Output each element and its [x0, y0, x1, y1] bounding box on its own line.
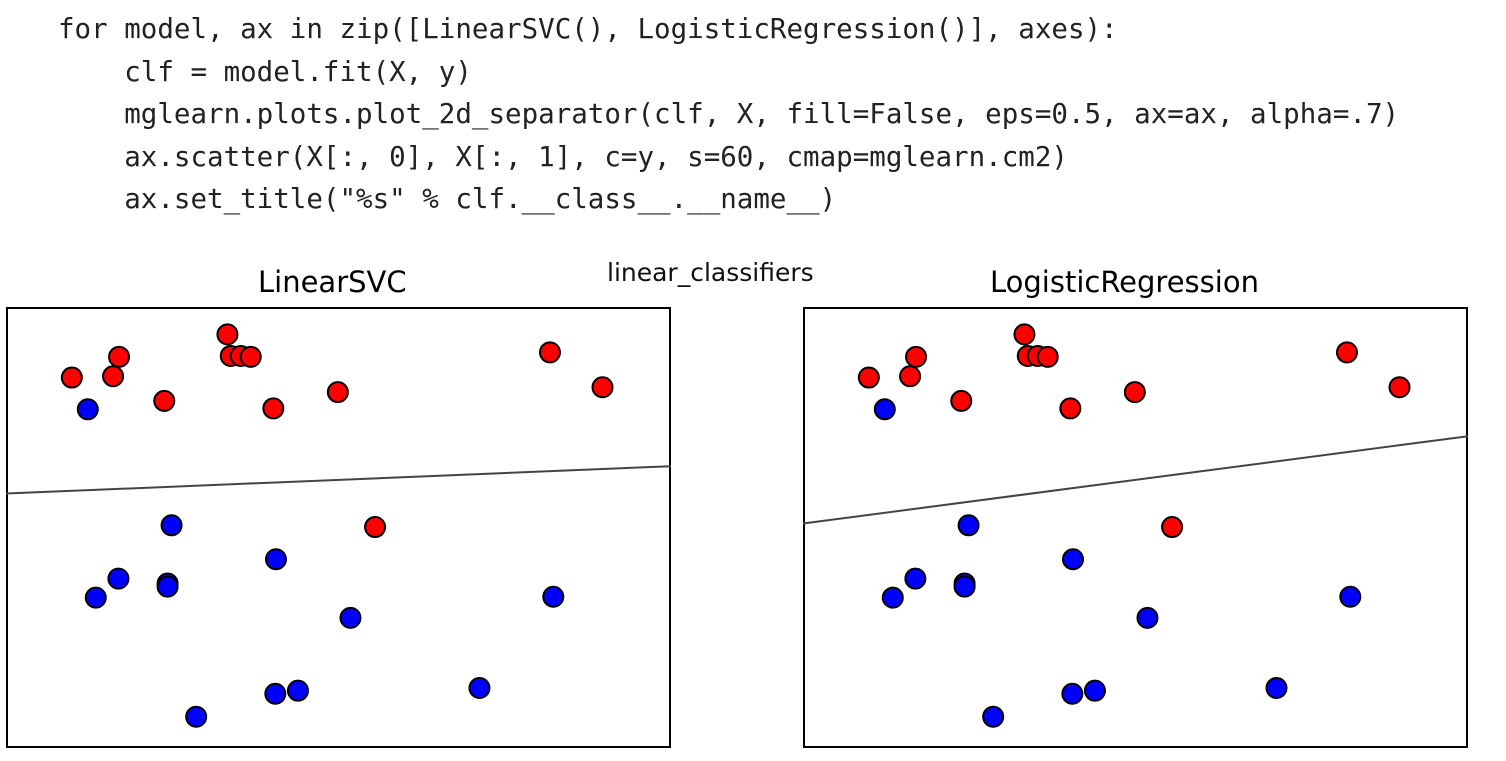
- data-point-class-1: [216, 323, 239, 346]
- code-line: clf = model.fit(X, y): [58, 55, 472, 88]
- data-point-class-0: [286, 679, 309, 702]
- data-point-class-1: [1013, 323, 1036, 346]
- data-point-class-0: [185, 705, 208, 728]
- plot-frame: [803, 307, 1468, 748]
- data-point-class-0: [953, 575, 976, 598]
- figure-label: linear_classifiers: [607, 258, 814, 287]
- data-point-class-1: [538, 341, 561, 364]
- data-point-class-0: [156, 575, 179, 598]
- data-point-class-0: [1061, 682, 1084, 705]
- scatter-plot-linearsvc: [5, 307, 672, 748]
- data-point-class-1: [1123, 381, 1146, 404]
- data-point-class-1: [102, 365, 125, 388]
- data-point-class-0: [1339, 585, 1362, 608]
- data-point-class-0: [76, 398, 99, 421]
- data-point-class-1: [364, 516, 387, 539]
- data-point-class-1: [857, 366, 880, 389]
- data-point-class-0: [264, 682, 287, 705]
- code-block: for model, ax in zip([LinearSVC(), Logis…: [58, 8, 1399, 221]
- data-point-class-0: [84, 586, 107, 609]
- code-line: ax.set_title("%s" % clf.__class__.__name…: [58, 183, 837, 215]
- data-point-class-1: [591, 376, 614, 399]
- data-point-class-0: [107, 567, 130, 590]
- data-point-class-1: [1388, 376, 1411, 399]
- data-point-class-1: [1161, 516, 1184, 539]
- data-point-class-1: [905, 345, 928, 368]
- scatter-plot-logisticregression: [802, 307, 1469, 748]
- data-point-class-0: [339, 606, 362, 629]
- code-line: for model, ax in zip([LinearSVC(), Logis…: [58, 13, 1118, 45]
- data-point-class-0: [264, 548, 287, 571]
- data-point-class-1: [899, 365, 922, 388]
- data-point-class-0: [982, 705, 1005, 728]
- decision-boundary-line: [5, 465, 672, 495]
- data-point-class-0: [1083, 679, 1106, 702]
- data-point-class-0: [1061, 548, 1084, 571]
- data-point-class-0: [468, 677, 491, 700]
- data-point-class-0: [1265, 677, 1288, 700]
- data-point-class-1: [326, 381, 349, 404]
- decision-boundary-line: [802, 435, 1469, 525]
- code-line: ax.scatter(X[:, 0], X[:, 1], c=y, s=60, …: [58, 140, 1068, 173]
- data-point-class-1: [950, 389, 973, 412]
- chart-title-linearsvc: LinearSVC: [258, 265, 407, 299]
- chart-title-logisticregression: LogisticRegression: [990, 265, 1259, 299]
- code-line: mglearn.plots.plot_2d_separator(clf, X, …: [58, 98, 1400, 130]
- data-point-class-1: [1335, 341, 1358, 364]
- data-point-class-0: [881, 586, 904, 609]
- data-point-class-0: [1136, 606, 1159, 629]
- data-point-class-1: [1036, 345, 1059, 368]
- data-point-class-0: [160, 514, 183, 537]
- data-point-class-0: [873, 398, 896, 421]
- data-point-class-1: [262, 397, 285, 420]
- data-point-class-1: [60, 366, 83, 389]
- data-point-class-1: [153, 389, 176, 412]
- data-point-class-0: [904, 567, 927, 590]
- data-point-class-1: [239, 345, 262, 368]
- data-point-class-1: [108, 345, 131, 368]
- data-point-class-0: [957, 514, 980, 537]
- plot-frame: [6, 307, 671, 748]
- data-point-class-1: [1059, 397, 1082, 420]
- data-point-class-0: [542, 585, 565, 608]
